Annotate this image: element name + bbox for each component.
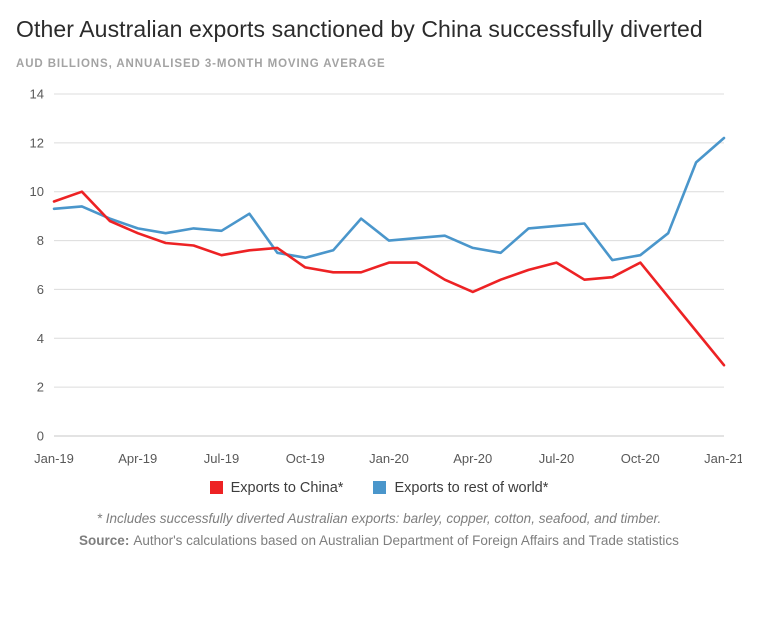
x-tick-label: Oct-20 bbox=[621, 451, 660, 466]
y-tick-label: 14 bbox=[30, 86, 44, 101]
source-label: Source: bbox=[79, 532, 130, 548]
x-tick-label: Jul-20 bbox=[539, 451, 574, 466]
chart-source: Source: Author's calculations based on Au… bbox=[16, 533, 742, 548]
series-line bbox=[52, 136, 726, 261]
legend-item-exports-to-china: Exports to China* bbox=[209, 479, 344, 496]
x-tick-label: Jan-20 bbox=[369, 451, 409, 466]
y-tick-label: 8 bbox=[37, 233, 44, 248]
y-tick-label: 4 bbox=[37, 330, 44, 345]
x-tick-label: Oct-19 bbox=[286, 451, 325, 466]
chart-subtitle: AUD BILLIONS, ANNUALISED 3-MONTH MOVING … bbox=[16, 57, 386, 70]
series-line bbox=[52, 189, 726, 367]
line-chart: 0 2 4 6 8 10 12 14 Jan-19 Apr-19 Jul-19 Oct-19 Jan-2… bbox=[30, 86, 742, 466]
legend-label: Exports to rest of world* bbox=[394, 479, 549, 496]
page-title: Other Australian exports sanctioned by C… bbox=[16, 16, 703, 42]
x-tick-label: Jul-19 bbox=[204, 451, 239, 466]
y-tick-label: 12 bbox=[30, 135, 44, 150]
chart-legend: Exports to China* Exports to rest of wor… bbox=[16, 480, 742, 496]
legend-label: Exports to China* bbox=[230, 479, 344, 496]
y-tick-label: 10 bbox=[30, 184, 44, 199]
y-tick-label: 0 bbox=[37, 428, 44, 443]
legend-swatch bbox=[373, 481, 387, 495]
x-tick-label: Apr-19 bbox=[118, 451, 157, 466]
x-tick-label: Jan-21 bbox=[704, 451, 742, 466]
x-tick-label: Jan-19 bbox=[34, 451, 74, 466]
y-tick-label: 6 bbox=[37, 282, 44, 297]
legend-item-exports-rest-of-world: Exports to rest of world* bbox=[373, 480, 548, 496]
source-text: Author's calculations based on Australia… bbox=[133, 532, 679, 548]
x-tick-label: Apr-20 bbox=[453, 451, 492, 466]
legend-swatch bbox=[209, 481, 223, 495]
chart-footnote: * Includes successfully diverted Austral… bbox=[96, 510, 662, 526]
y-tick-label: 2 bbox=[37, 379, 44, 394]
